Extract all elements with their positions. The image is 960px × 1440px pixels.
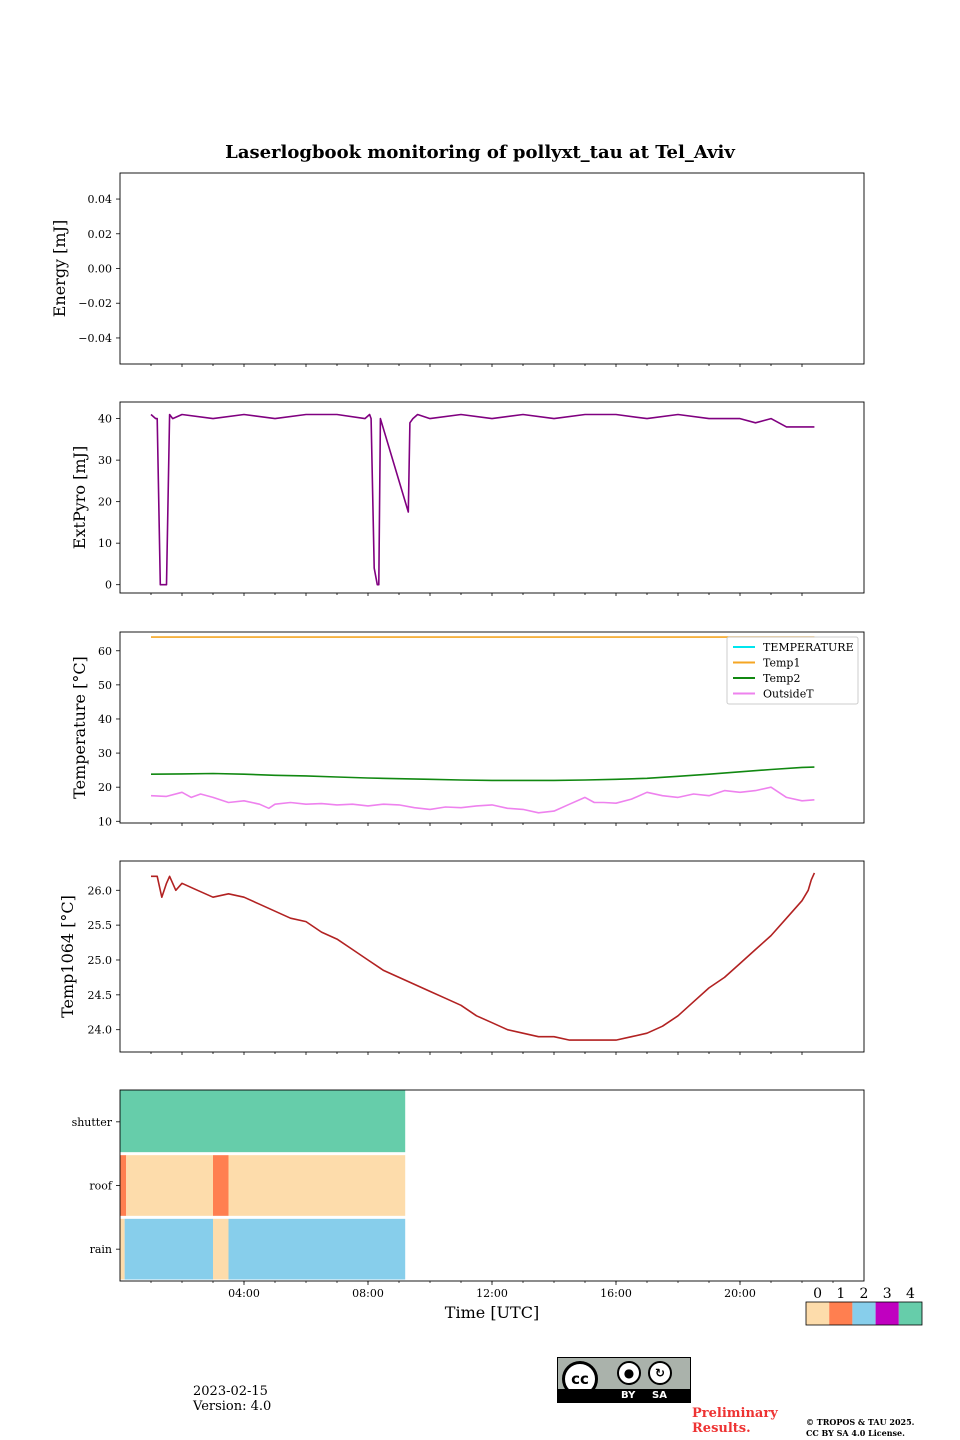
copyright-line-1: © TROPOS & TAU 2025. xyxy=(806,1417,915,1427)
preliminary-line-2: Results. xyxy=(692,1421,751,1436)
panel-2-series-1-line xyxy=(150,413,815,586)
status-row-label-roof: roof xyxy=(89,1180,113,1193)
status-xtick-label: 16:00 xyxy=(600,1287,632,1300)
status-xtick-label: 12:00 xyxy=(476,1287,508,1300)
cc-sa-label: SA xyxy=(652,1390,667,1401)
legend-label-outsidet: OutsideT xyxy=(763,688,814,701)
status-row-label-shutter: shutter xyxy=(72,1116,113,1129)
status-rain-segment xyxy=(228,1218,406,1280)
cc-license-badge: cc ● ↻ BY SA xyxy=(557,1357,691,1403)
panel-1-ytick-label: 0.00 xyxy=(88,263,113,276)
colorbar-segment-0 xyxy=(806,1302,830,1325)
status-xtick-label: 08:00 xyxy=(352,1287,384,1300)
status-shutter-segment xyxy=(120,1090,406,1153)
panel-3-ylabel: Temperature [°C] xyxy=(70,656,89,799)
panel-4-ytick-label: 25.5 xyxy=(88,919,113,932)
legend-box xyxy=(726,636,859,705)
panel-3-series-temp2-line xyxy=(150,766,815,782)
panel-1-frame xyxy=(119,172,865,365)
status-roof-segment xyxy=(228,1155,406,1216)
panel-2-ylabel: ExtPyro [mJ] xyxy=(70,446,89,549)
status-rain-segment xyxy=(213,1218,229,1280)
legend-label-temp1: Temp1 xyxy=(763,657,800,670)
panel-3-ytick-label: 20 xyxy=(98,781,112,794)
panel-1-ylabel: Energy [mJ] xyxy=(50,220,69,318)
panel-2-frame xyxy=(119,401,865,594)
colorbar-tick-label: 3 xyxy=(883,1286,892,1302)
share-alike-icon: ↻ xyxy=(648,1361,672,1385)
status-roof-segment xyxy=(213,1155,229,1216)
status-rain-segment xyxy=(120,1218,125,1280)
preliminary-note: Preliminary Results. xyxy=(692,1406,778,1436)
panel-2-ytick-label: 10 xyxy=(98,537,112,550)
colorbar-tick-label: 1 xyxy=(836,1286,845,1302)
legend-label-temp2: Temp2 xyxy=(763,672,800,685)
status-row-label-rain: rain xyxy=(90,1243,112,1256)
preliminary-line-1: Preliminary xyxy=(692,1406,778,1421)
panel-4-ytick-label: 26.0 xyxy=(88,884,113,897)
person-icon: ● xyxy=(617,1361,641,1385)
panel-4-ylabel: Temp1064 [°C] xyxy=(58,895,77,1018)
panel-2-ytick-label: 30 xyxy=(98,454,112,467)
panel-4-ytick-label: 24.0 xyxy=(88,1024,113,1037)
version-label: Version: 4.0 xyxy=(193,1399,272,1414)
panel-4-ytick-label: 24.5 xyxy=(88,989,113,1002)
copyright-note: © TROPOS & TAU 2025. CC BY SA 4.0 Licens… xyxy=(806,1417,914,1439)
status-xtick-label: 04:00 xyxy=(228,1287,260,1300)
cc-badge-bar xyxy=(558,1389,690,1402)
panel-1-ytick-label: −0.04 xyxy=(78,332,112,345)
panel-4-ytick-label: 25.0 xyxy=(88,954,113,967)
panel-3-ytick-label: 30 xyxy=(98,747,112,760)
colorbar-segment-3 xyxy=(875,1302,899,1325)
colorbar-tick-label: 0 xyxy=(813,1286,822,1302)
panel-3-ytick-label: 50 xyxy=(98,679,112,692)
status-roof-segment xyxy=(126,1155,213,1216)
x-axis-label: Time [UTC] xyxy=(445,1303,539,1322)
chart-title: Laserlogbook monitoring of pollyxt_tau a… xyxy=(225,142,735,163)
panel-3-ytick-label: 60 xyxy=(98,645,112,658)
copyright-line-2: CC BY SA 4.0 License. xyxy=(806,1428,905,1438)
date-label: 2023-02-15 xyxy=(193,1384,268,1399)
colorbar-frame xyxy=(805,1301,923,1326)
status-xtick-label: 20:00 xyxy=(724,1287,756,1300)
panel-2-ytick-label: 20 xyxy=(98,496,112,509)
status-rain-segment xyxy=(124,1218,213,1280)
cc-by-label: BY xyxy=(621,1390,636,1401)
colorbar-segment-4 xyxy=(898,1302,922,1325)
panel-4-series-1-line xyxy=(151,872,816,1041)
colorbar-segment-2 xyxy=(852,1302,876,1325)
panel-3-ytick-label: 10 xyxy=(98,815,112,828)
colorbar-tick-label: 2 xyxy=(860,1286,869,1302)
status-roof-segment xyxy=(120,1155,127,1216)
colorbar-segment-1 xyxy=(829,1302,853,1325)
panel-1-ytick-label: −0.02 xyxy=(78,297,112,310)
panel-1-ytick-label: 0.04 xyxy=(88,193,113,206)
panel-3-ytick-label: 40 xyxy=(98,713,112,726)
panel-2-ytick-label: 0 xyxy=(105,579,112,592)
colorbar-tick-label: 4 xyxy=(906,1286,915,1302)
legend-label-temperature: TEMPERATURE xyxy=(763,641,854,654)
panel-3-series-outsidet-line xyxy=(150,786,815,814)
panel-2-ytick-label: 40 xyxy=(98,413,112,426)
panel-1-ytick-label: 0.02 xyxy=(88,228,113,241)
